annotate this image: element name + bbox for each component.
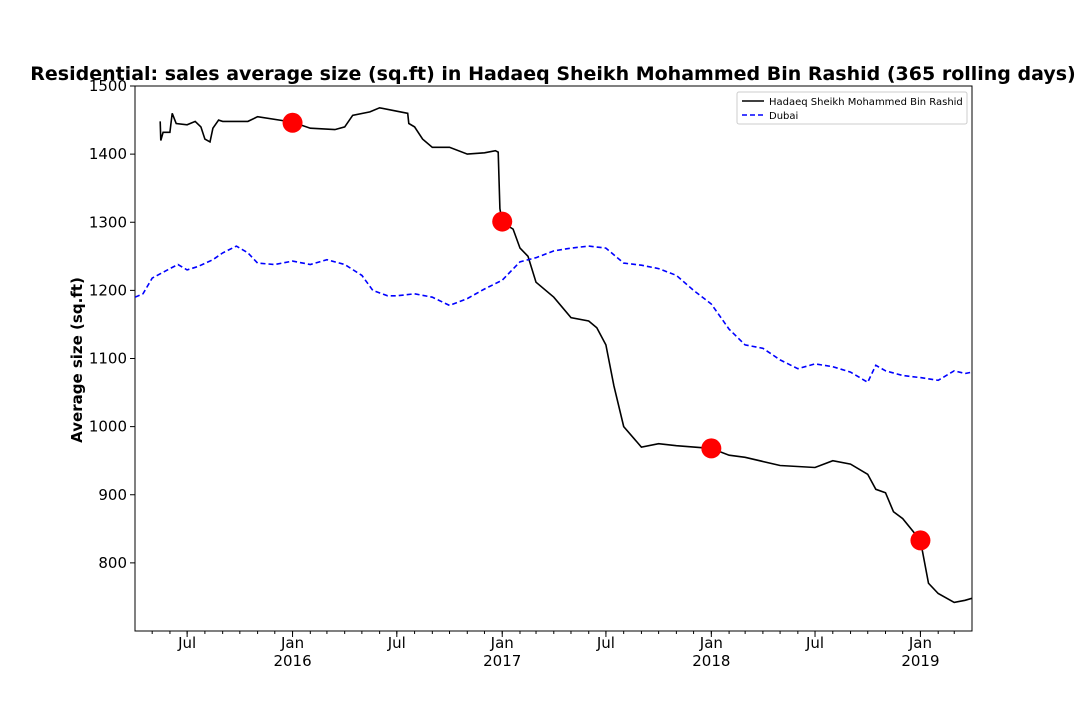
y-tick-label: 1100 [89, 350, 127, 368]
y-tick-label: 1200 [89, 281, 127, 299]
x-tick-label: Jul [177, 634, 196, 652]
x-tick-year-label: 2019 [901, 652, 939, 670]
series-line-hadaeq [159, 106, 972, 604]
x-tick-label: Jul [387, 634, 406, 652]
y-axis-label: Average size (sq.ft) [68, 277, 86, 443]
y-tick-label: 1300 [89, 213, 127, 231]
x-tick-year-label: 2017 [483, 652, 521, 670]
chart-title: Residential: sales average size (sq.ft) … [30, 63, 1076, 85]
y-tick-label: 1500 [89, 77, 127, 95]
highlight-marker [492, 211, 513, 232]
highlight-marker [910, 530, 931, 551]
series-line-dubai [135, 245, 972, 384]
highlight-marker [282, 112, 303, 133]
highlight-marker [701, 438, 722, 459]
y-tick-label: 1000 [89, 418, 127, 436]
x-tick-year-label: 2016 [273, 652, 311, 670]
legend-label: Dubai [769, 111, 798, 122]
x-tick-label: Jan [699, 634, 723, 652]
x-tick-label: Jan [280, 634, 304, 652]
plot-frame [134, 85, 973, 632]
legend-box [736, 91, 968, 125]
x-tick-year-label: 2018 [692, 652, 730, 670]
x-tick-label: Jul [805, 634, 824, 652]
legend: Hadaeq Sheikh Mohammed Bin Rashid Dubai [736, 91, 968, 125]
legend-label: Hadaeq Sheikh Mohammed Bin Rashid [769, 97, 963, 108]
x-tick-label: Jul [596, 634, 615, 652]
y-tick-label: 900 [98, 486, 127, 504]
y-tick-label: 1400 [89, 145, 127, 163]
x-tick-label: Jan [490, 634, 514, 652]
x-tick-label: Jan [908, 634, 932, 652]
y-tick-label: 800 [98, 554, 127, 572]
